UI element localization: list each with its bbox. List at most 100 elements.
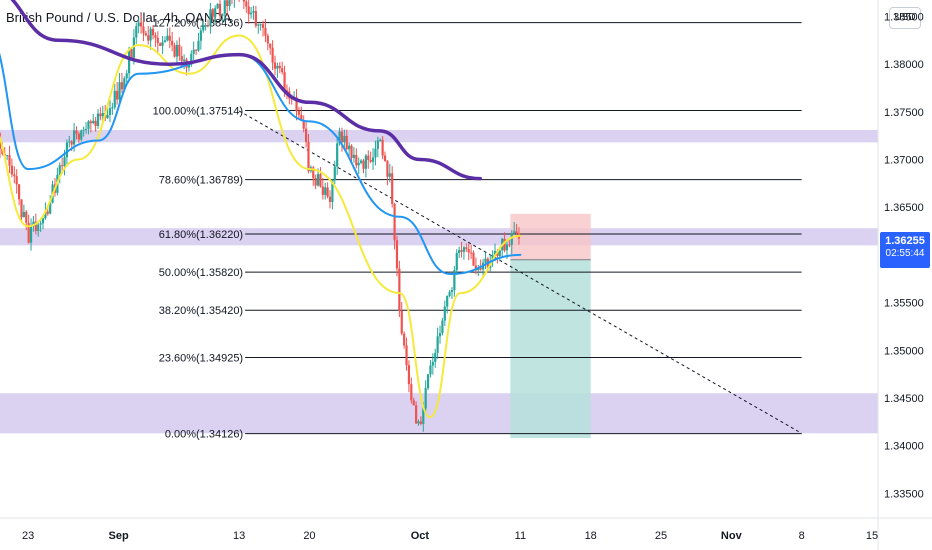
candle-body bbox=[479, 267, 482, 270]
candle-body bbox=[197, 40, 200, 51]
candle-body bbox=[82, 129, 85, 131]
fib-level-label: 0.00%(1.34126) bbox=[165, 429, 243, 441]
candle-body bbox=[484, 258, 487, 263]
candle-body bbox=[474, 265, 477, 271]
candle-body bbox=[400, 310, 403, 334]
time-tick-label: Nov bbox=[721, 530, 743, 542]
candle-body bbox=[503, 238, 506, 251]
candle-body bbox=[183, 59, 186, 61]
candle-body bbox=[72, 130, 76, 145]
candle-body bbox=[273, 62, 277, 69]
candle-body bbox=[154, 35, 157, 38]
candle-body bbox=[276, 65, 279, 69]
candle-body bbox=[49, 202, 52, 214]
currency-button[interactable]: USD bbox=[889, 7, 921, 29]
candle-body bbox=[25, 211, 28, 223]
fib-level-label: 61.80%(1.36220) bbox=[159, 229, 243, 241]
fib-level-label: 100.00%(1.37514) bbox=[153, 106, 244, 118]
time-tick-label: 15 bbox=[866, 530, 878, 542]
time-tick-label: Sep bbox=[108, 530, 128, 542]
candle-body bbox=[22, 211, 25, 218]
candle-body bbox=[405, 345, 408, 366]
last-price-tag: 1.36255 02:55:44 bbox=[880, 232, 930, 268]
candle-body bbox=[17, 184, 21, 200]
candle-body bbox=[20, 199, 23, 218]
candle-body bbox=[254, 11, 257, 26]
fib-level-label: 78.60%(1.36789) bbox=[159, 175, 243, 187]
time-tick-label: 13 bbox=[233, 530, 245, 542]
candle-body bbox=[84, 129, 88, 131]
candle-body bbox=[355, 154, 358, 166]
candle-body bbox=[163, 40, 167, 43]
candle-body bbox=[326, 187, 329, 197]
candle-body bbox=[376, 140, 379, 149]
candle-body bbox=[13, 174, 16, 177]
time-axis[interactable]: 23 Sep 13 20 Oct 11 18 25 Nov 8 15 bbox=[22, 530, 878, 542]
candle-body bbox=[75, 130, 78, 134]
price-tick-label: 1.37500 bbox=[884, 107, 924, 119]
short-position-tool[interactable] bbox=[510, 213, 591, 439]
candle-body bbox=[462, 247, 466, 252]
candle-body bbox=[178, 44, 181, 56]
candle-body bbox=[226, 0, 229, 7]
candle-body bbox=[228, 0, 231, 7]
candle-body bbox=[166, 35, 169, 41]
candle-body bbox=[403, 333, 406, 346]
moving-average-line bbox=[10, 0, 482, 181]
candle-body bbox=[369, 159, 372, 162]
candle-body bbox=[426, 374, 430, 389]
candle-body bbox=[441, 320, 444, 334]
candle-body bbox=[245, 1, 248, 7]
candle-body bbox=[139, 22, 143, 27]
support-resistance-zones bbox=[0, 129, 878, 434]
price-tick-label: 1.34000 bbox=[884, 441, 924, 453]
candle-body bbox=[221, 13, 224, 16]
candle-body bbox=[204, 24, 207, 27]
candle-body bbox=[295, 97, 298, 112]
candle-body bbox=[307, 141, 310, 172]
candle-body bbox=[96, 113, 100, 126]
candle-body bbox=[340, 131, 344, 143]
candle-body bbox=[264, 27, 267, 36]
price-tick-label: 1.36500 bbox=[884, 202, 924, 214]
candle-body bbox=[398, 268, 401, 311]
candle-body bbox=[443, 306, 446, 321]
candle-body bbox=[338, 131, 341, 144]
candle-body bbox=[77, 133, 80, 140]
candle-body bbox=[171, 40, 174, 46]
dashed-trendline[interactable] bbox=[238, 110, 802, 434]
candle-body bbox=[223, 0, 226, 14]
candle-body bbox=[6, 155, 9, 157]
candle-body bbox=[381, 139, 384, 156]
candle-body bbox=[130, 49, 133, 58]
stop-loss-area[interactable] bbox=[510, 213, 591, 260]
price-tick-label: 1.38500 bbox=[884, 11, 924, 23]
candle-body bbox=[29, 226, 33, 243]
candle-body bbox=[431, 361, 434, 366]
time-tick-label: 23 bbox=[22, 530, 34, 542]
candle-body bbox=[168, 35, 171, 41]
candle-body bbox=[44, 211, 47, 219]
candle-body bbox=[128, 49, 131, 74]
candle-body bbox=[419, 421, 422, 424]
candle-body bbox=[94, 120, 97, 126]
candle-body bbox=[106, 114, 109, 119]
candle-body bbox=[438, 333, 442, 337]
candle-body bbox=[371, 157, 375, 162]
candle-body bbox=[63, 157, 66, 167]
candle-body bbox=[180, 55, 183, 61]
candle-body bbox=[46, 211, 49, 214]
candle-body bbox=[209, 9, 212, 27]
candle-body bbox=[455, 252, 458, 271]
take-profit-area[interactable] bbox=[510, 259, 591, 439]
candle-body bbox=[199, 30, 202, 41]
fibonacci-retracement[interactable]: 127.20%(1.38436) 100.00%(1.37514) 78.60%(1… bbox=[153, 18, 802, 441]
candle-body bbox=[312, 167, 315, 178]
candle-body bbox=[343, 135, 346, 143]
candle-body bbox=[10, 165, 14, 175]
trendline[interactable] bbox=[238, 110, 802, 434]
candle-body bbox=[302, 120, 305, 129]
candle-body bbox=[202, 26, 205, 31]
